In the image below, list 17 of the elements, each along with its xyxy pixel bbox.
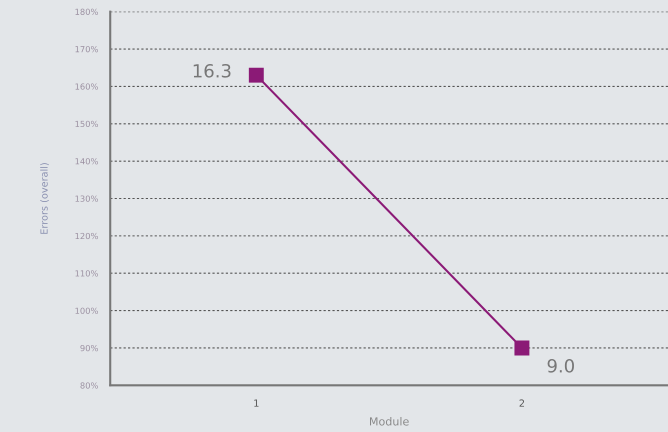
x-tick-label: 1 (254, 400, 258, 407)
x-axis-title: Module (370, 416, 409, 426)
y-tick-label: 140% (76, 158, 98, 164)
y-tick-label: 90% (80, 344, 98, 352)
annotation: 9.0 (548, 359, 574, 373)
y-tick-label: 170% (76, 46, 98, 52)
y-tick-label: 120% (76, 232, 98, 240)
y-tick-label: 150% (76, 120, 98, 128)
y-tick-label: 100% (76, 308, 98, 314)
y-tick-label: 80% (80, 382, 98, 389)
y-tick-label: 160% (76, 83, 98, 90)
annotation: 16.3 (194, 64, 231, 78)
y-tick-label: 180% (76, 8, 98, 15)
y-axis-title: Errors (overall) (40, 163, 49, 234)
y-tick-label: 130% (76, 195, 98, 202)
y-tick-label: 110% (76, 270, 98, 277)
x-tick-label: 2 (520, 399, 524, 407)
